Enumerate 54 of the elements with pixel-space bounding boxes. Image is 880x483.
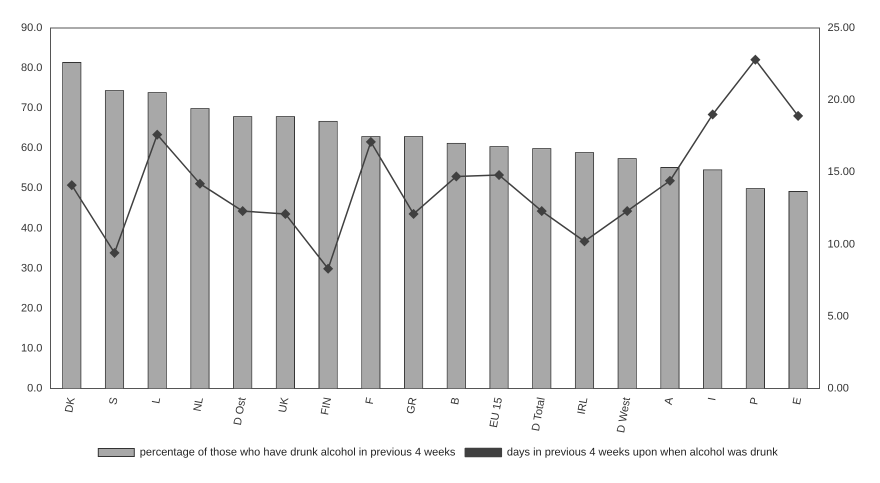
point: [452, 172, 462, 182]
x-tick-label: UK: [276, 396, 292, 414]
y-tick-label: 60.0: [20, 142, 42, 154]
x-tick-label: NL: [192, 396, 206, 412]
y-tick-label: 40.0: [20, 222, 42, 234]
point: [323, 264, 333, 274]
x-tick-label: GR: [404, 396, 420, 415]
y2-tick-label: 5.00: [827, 310, 849, 322]
x-tick-label: L: [150, 396, 164, 405]
point: [494, 170, 504, 180]
x-tick-label: A: [662, 396, 676, 406]
y2-tick-label: 25.00: [827, 22, 856, 34]
point: [665, 176, 675, 186]
point: [793, 111, 803, 121]
point: [366, 137, 376, 147]
point: [280, 209, 290, 219]
point: [152, 130, 162, 140]
x-tick-label: D Total: [530, 396, 548, 432]
point: [622, 206, 632, 216]
y2-tick-label: 10.00: [827, 238, 856, 250]
point: [238, 206, 248, 216]
x-tick-label: S: [107, 396, 120, 406]
point: [110, 248, 120, 258]
y-tick-label: 90.0: [20, 22, 42, 34]
x-tick-label: D Ost: [232, 396, 249, 426]
point: [67, 180, 77, 190]
y-tick-label: 10.0: [20, 342, 42, 354]
point: [580, 236, 590, 246]
x-tick-label: E: [790, 396, 804, 406]
point: [708, 110, 718, 120]
y2-tick-label: 15.00: [827, 166, 856, 178]
x-tick-label: DK: [63, 396, 78, 414]
x-tick-label: I: [706, 396, 719, 402]
point: [195, 178, 205, 188]
y2-tick-label: 20.00: [827, 94, 856, 106]
y-tick-label: 20.0: [20, 302, 42, 314]
legend-label: percentage of those who have drunk alcohol in previous 4 weeks: [140, 446, 456, 459]
legend-label: days in previous 4 weeks upon when alcohol was drunk: [506, 446, 778, 459]
y2-tick-label: 0.00: [827, 382, 849, 394]
x-tick-label: FIN: [319, 396, 334, 416]
x-tick-label: P: [748, 396, 762, 406]
y-tick-label: 0.0: [27, 382, 42, 394]
y-tick-label: 30.0: [20, 262, 42, 274]
y-tick-label: 80.0: [20, 62, 42, 74]
point: [408, 209, 418, 219]
point: [537, 206, 547, 216]
x-tick-label: F: [364, 396, 377, 406]
y-tick-label: 50.0: [20, 182, 42, 194]
x-tick-label: EU 15: [488, 396, 505, 429]
x-tick-label: D West: [615, 396, 634, 434]
y-tick-label: 70.0: [20, 102, 42, 114]
x-tick-label: B: [449, 396, 462, 406]
point: [750, 54, 760, 64]
x-tick-label: IRL: [576, 396, 590, 416]
